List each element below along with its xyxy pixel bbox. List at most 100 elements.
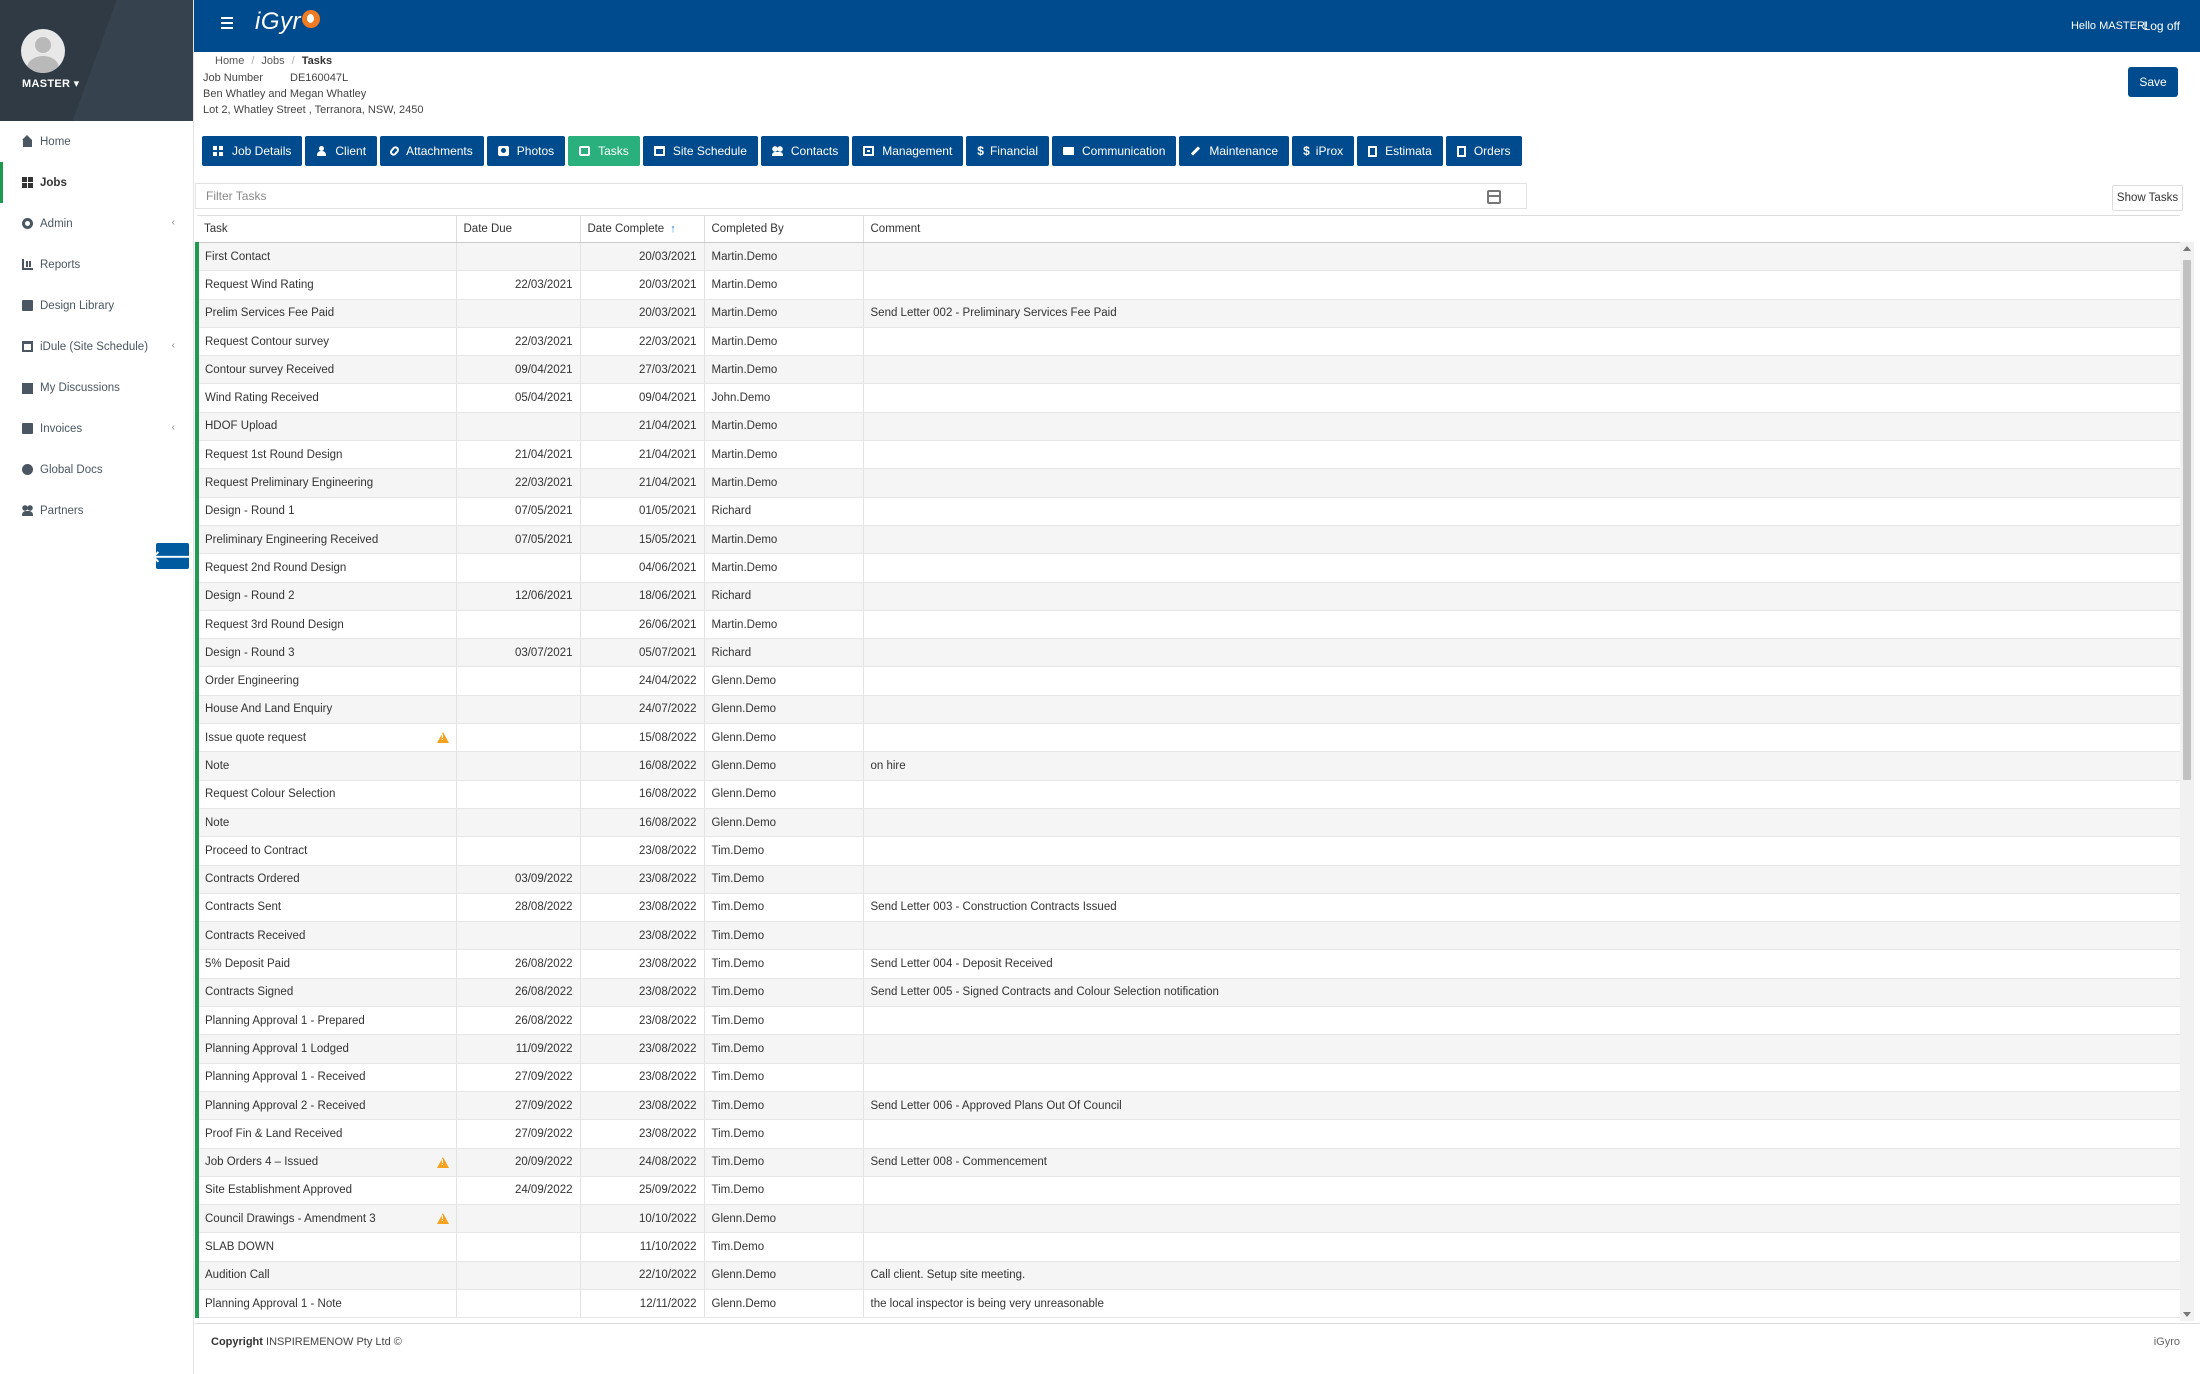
completed-by-cell[interactable]: Tim.Demo	[704, 1034, 864, 1064]
completed-by-cell[interactable]: Glenn.Demo	[704, 808, 864, 838]
completed-by-cell[interactable]: Martin.Demo	[704, 270, 864, 300]
completed-by-cell[interactable]: Tim.Demo	[704, 949, 864, 979]
task-cell[interactable]: HDOF Upload	[195, 412, 457, 442]
date-due-cell[interactable]: 22/03/2021	[456, 270, 581, 300]
table-row[interactable]: Note 16/08/2022 Glenn.Demo	[195, 808, 2180, 838]
completed-by-cell[interactable]: Glenn.Demo	[704, 1289, 864, 1319]
table-row[interactable]: HDOF Upload 21/04/2021 Martin.Demo	[195, 412, 2180, 442]
scroll-down-icon[interactable]	[2183, 1312, 2191, 1317]
date-due-cell[interactable]: 03/09/2022	[456, 865, 581, 894]
task-cell[interactable]: Contracts Received	[195, 921, 457, 951]
comment-cell[interactable]	[863, 780, 2180, 809]
comment-cell[interactable]	[863, 468, 2180, 498]
column-header-date-complete[interactable]: Date Complete ↑	[580, 215, 705, 243]
task-cell[interactable]: Request Colour Selection	[195, 780, 457, 809]
date-complete-cell[interactable]: 12/11/2022	[580, 1289, 705, 1319]
task-cell[interactable]: Request 3rd Round Design	[195, 610, 457, 640]
table-row[interactable]: Proof Fin & Land Received 27/09/2022 23/08…	[195, 1119, 2180, 1149]
date-complete-cell[interactable]: 04/06/2021	[580, 553, 705, 583]
comment-cell[interactable]	[863, 1063, 2180, 1092]
breadcrumb-home[interactable]: Home	[215, 55, 245, 67]
comment-cell[interactable]	[863, 383, 2180, 413]
comment-cell[interactable]	[863, 666, 2180, 696]
task-cell[interactable]: House And Land Enquiry	[195, 695, 457, 725]
date-complete-cell[interactable]: 21/04/2021	[580, 468, 705, 498]
completed-by-cell[interactable]: Martin.Demo	[704, 525, 864, 555]
table-row[interactable]: Contour survey Received 09/04/2021 27/03/2…	[195, 355, 2180, 385]
task-cell[interactable]: Preliminary Engineering Received	[195, 525, 457, 555]
date-due-cell[interactable]: 11/09/2022	[456, 1034, 581, 1064]
table-row[interactable]: Planning Approval 2 - Received 27/09/2022…	[195, 1091, 2180, 1121]
task-cell[interactable]: Contracts Ordered	[195, 865, 457, 894]
date-complete-cell[interactable]: 09/04/2021	[580, 383, 705, 413]
date-complete-cell[interactable]: 20/03/2021	[580, 270, 705, 300]
table-row[interactable]: Contracts Ordered 03/09/2022 23/08/2022 Tim…	[195, 865, 2180, 894]
completed-by-cell[interactable]: Richard	[704, 497, 864, 526]
completed-by-cell[interactable]: Glenn.Demo	[704, 780, 864, 809]
task-cell[interactable]: Site Establishment Approved	[195, 1176, 457, 1206]
date-complete-cell[interactable]: 23/08/2022	[580, 949, 705, 979]
completed-by-cell[interactable]: Martin.Demo	[704, 299, 864, 328]
task-cell[interactable]: First Contact	[195, 242, 457, 272]
comment-cell[interactable]: Send Letter 008 - Commencement	[863, 1148, 2180, 1177]
tab-contacts[interactable]: Contacts	[760, 136, 850, 166]
date-complete-cell[interactable]: 23/08/2022	[580, 865, 705, 894]
tab-tasks[interactable]: Tasks	[568, 136, 640, 166]
tab-attachments[interactable]: Attachments	[380, 136, 484, 166]
date-complete-cell[interactable]: 23/08/2022	[580, 1006, 705, 1036]
completed-by-cell[interactable]: Martin.Demo	[704, 327, 864, 357]
save-button[interactable]: Save	[2128, 67, 2178, 97]
table-row[interactable]: Job Orders 4 – Issued20/09/202224/08/202…	[195, 1148, 2180, 1177]
date-complete-cell[interactable]: 05/07/2021	[580, 638, 705, 668]
table-row[interactable]: Council Drawings - Amendment 3 10/10/2022…	[195, 1204, 2180, 1234]
completed-by-cell[interactable]: Tim.Demo	[704, 1091, 864, 1121]
comment-cell[interactable]	[863, 921, 2180, 951]
date-complete-cell[interactable]: 24/08/2022	[580, 1148, 705, 1177]
comment-cell[interactable]	[863, 865, 2180, 894]
table-row[interactable]: Order Engineering 24/04/2022 Glenn.Demo	[195, 666, 2180, 696]
sidebar-item-my-discussions[interactable]: My Discussions	[0, 367, 193, 408]
user-menu-toggle[interactable]: MASTER ▾	[22, 77, 79, 90]
completed-by-cell[interactable]: Glenn.Demo	[704, 1261, 864, 1290]
table-row[interactable]: House And Land Enquiry 24/07/2022 Glenn.De…	[195, 695, 2180, 725]
completed-by-cell[interactable]: Martin.Demo	[704, 468, 864, 498]
filter-tasks-input[interactable]	[206, 184, 1406, 208]
date-due-cell[interactable]: 24/09/2022	[456, 1176, 581, 1206]
table-row[interactable]: Planning Approval 1 - Note 12/11/2022 Glen…	[195, 1289, 2180, 1319]
table-row[interactable]: Request 3rd Round Design 26/06/2021 Martin…	[195, 610, 2180, 640]
comment-cell[interactable]	[863, 355, 2180, 385]
avatar[interactable]	[21, 29, 65, 73]
comment-cell[interactable]: Send Letter 003 - Construction Contracts…	[863, 893, 2180, 923]
date-complete-cell[interactable]: 21/04/2021	[580, 412, 705, 442]
date-complete-cell[interactable]: 10/10/2022	[580, 1204, 705, 1234]
tab-photos[interactable]: Photos	[486, 136, 566, 166]
table-row[interactable]: Prelim Services Fee Paid 20/03/2021 Martin…	[195, 299, 2180, 328]
date-complete-cell[interactable]: 23/08/2022	[580, 1063, 705, 1092]
tab-communication[interactable]: Communication	[1052, 136, 1177, 166]
table-row[interactable]: Wind Rating Received 05/04/2021 09/04/2021…	[195, 383, 2180, 413]
tab-site-schedule[interactable]: Site Schedule	[642, 136, 758, 166]
sidebar-item-admin[interactable]: Admin ‹	[0, 203, 193, 244]
date-complete-cell[interactable]: 23/08/2022	[580, 921, 705, 951]
task-cell[interactable]: Request Contour survey	[195, 327, 457, 357]
table-row[interactable]: Contracts Received 23/08/2022 Tim.Demo	[195, 921, 2180, 951]
comment-cell[interactable]	[863, 1176, 2180, 1206]
date-due-cell[interactable]	[456, 723, 581, 753]
comment-cell[interactable]: Send Letter 004 - Deposit Received	[863, 949, 2180, 979]
tab-maintenance[interactable]: Maintenance	[1179, 136, 1290, 166]
date-due-cell[interactable]	[456, 780, 581, 809]
logoff-link[interactable]: Log off	[2143, 19, 2180, 33]
completed-by-cell[interactable]: Martin.Demo	[704, 553, 864, 583]
table-row[interactable]: Request Preliminary Engineering 22/03/202…	[195, 468, 2180, 498]
task-cell[interactable]: Design - Round 3	[195, 638, 457, 668]
completed-by-cell[interactable]: Tim.Demo	[704, 978, 864, 1008]
completed-by-cell[interactable]: Richard	[704, 638, 864, 668]
date-due-cell[interactable]	[456, 610, 581, 640]
date-complete-cell[interactable]: 23/08/2022	[580, 978, 705, 1008]
date-complete-cell[interactable]: 21/04/2021	[580, 440, 705, 470]
table-row[interactable]: Request Colour Selection 16/08/2022 Glenn.…	[195, 780, 2180, 809]
comment-cell[interactable]: Send Letter 005 - Signed Contracts and C…	[863, 978, 2180, 1008]
calendar-filter-icon[interactable]	[1487, 190, 1501, 204]
task-cell[interactable]: Prelim Services Fee Paid	[195, 299, 457, 328]
comment-cell[interactable]	[863, 553, 2180, 583]
